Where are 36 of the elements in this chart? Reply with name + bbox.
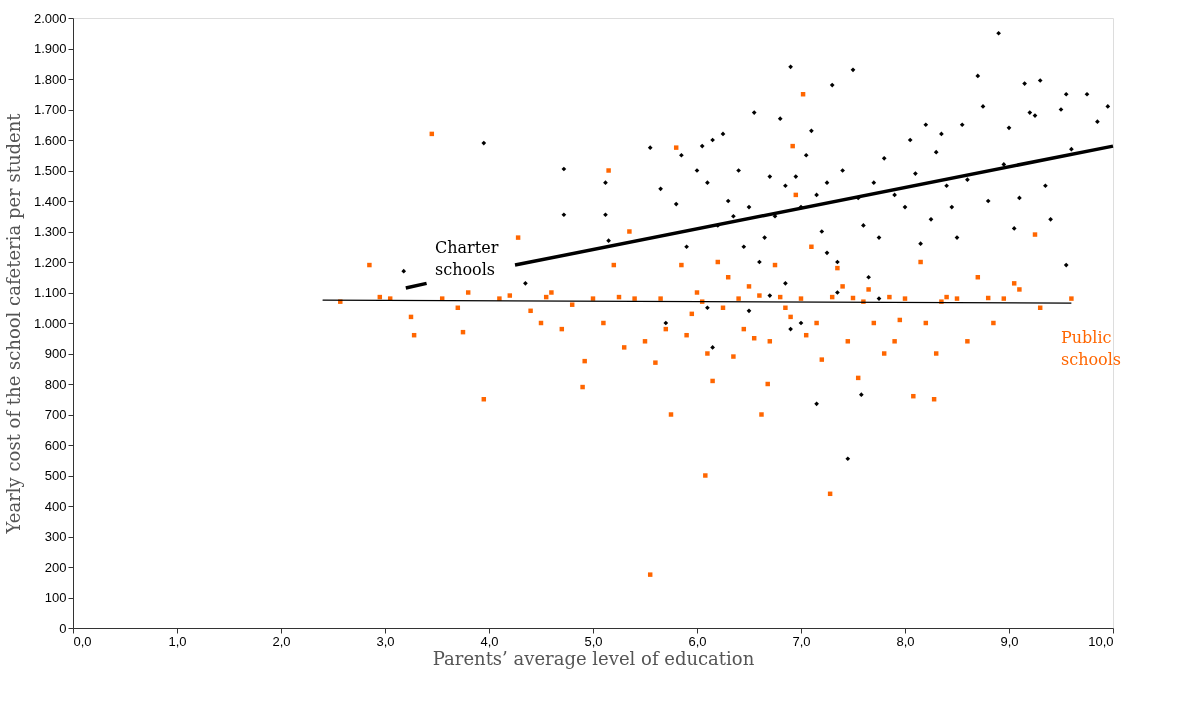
y-tick-label: 1.200: [33, 254, 67, 270]
y-tick-label: 500: [44, 468, 67, 483]
x-tick-label: 2,0: [272, 633, 291, 649]
x-tick-label: 0,0: [73, 633, 92, 649]
series-label: Public schools: [1061, 328, 1122, 369]
y-tick-label: 400: [44, 498, 67, 514]
y-tick-label: 1.400: [33, 193, 67, 209]
x-tick-label: 3,0: [376, 633, 395, 649]
y-tick-label: 700: [44, 407, 67, 422]
x-tick-label: 6,0: [688, 633, 707, 649]
y-tick-label: 1.700: [33, 102, 67, 117]
y-tick-label: 1.800: [33, 71, 67, 87]
x-tick-label: 8,0: [896, 633, 915, 649]
x-tick-label: 7,0: [792, 633, 811, 649]
y-tick-label: 1.100: [33, 285, 67, 300]
x-axis-title: Parents’ average level of education: [432, 647, 755, 669]
series-label: Charter schools: [435, 238, 499, 279]
y-tick-label: 600: [44, 437, 67, 453]
y-axis-title: Yearly cost of the school cafeteria per student: [2, 112, 24, 535]
x-tick-label: 10,0: [1088, 633, 1114, 649]
y-tick-label: 0: [59, 620, 67, 636]
y-tick-label: 1.500: [33, 163, 67, 178]
x-tick-label: 9,0: [1000, 633, 1019, 649]
y-tick-label: 200: [44, 559, 67, 575]
y-tick-label: 2.000: [33, 10, 67, 26]
y-tick-label: 1.300: [33, 224, 67, 239]
y-tick-label: 100: [44, 590, 67, 605]
y-tick-label: 800: [44, 376, 67, 392]
x-tick-label: 1,0: [168, 633, 187, 649]
y-tick-label: 1.900: [33, 41, 67, 56]
y-tick-label: 300: [44, 529, 67, 544]
x-tick-label: 4,0: [480, 633, 499, 649]
x-tick-label: 5,0: [584, 633, 603, 649]
y-tick-label: 900: [44, 346, 67, 361]
y-tick-label: 1.000: [33, 315, 67, 331]
y-tick-label: 1.600: [33, 132, 67, 148]
